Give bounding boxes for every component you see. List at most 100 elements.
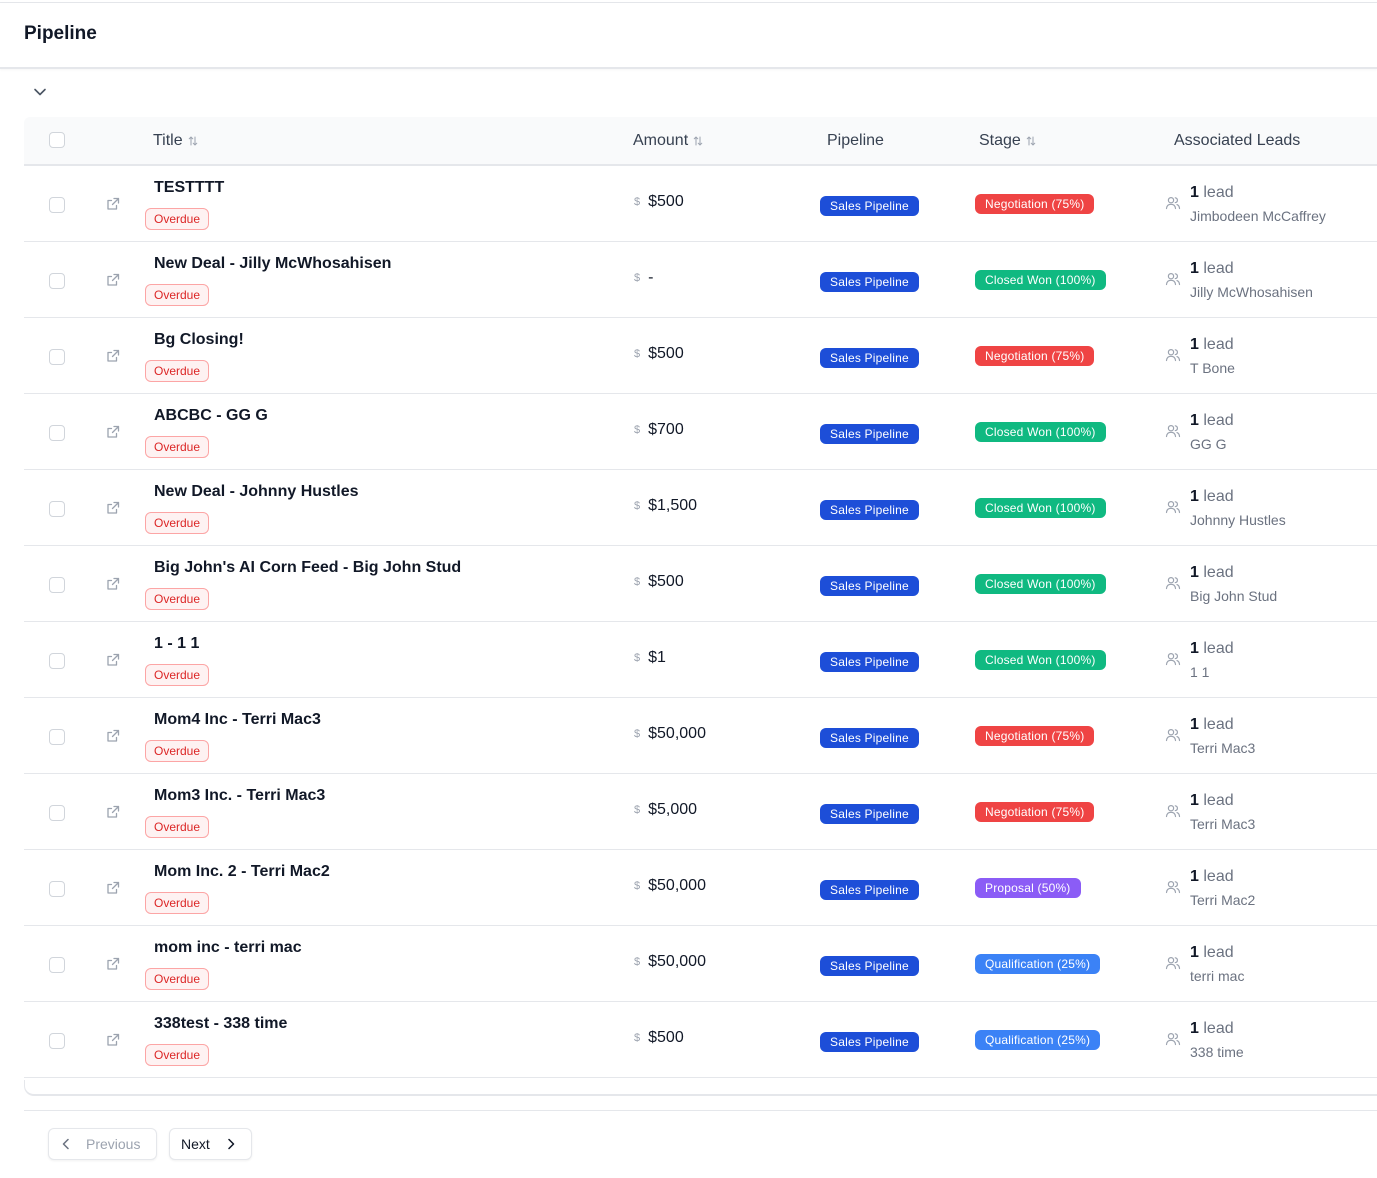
external-link-icon[interactable] <box>104 1031 122 1049</box>
table-row[interactable]: New Deal - Jilly McWhosahisen Overdue $ - Sa… <box>24 242 1377 318</box>
table-row[interactable]: Mom4 Inc - Terri Mac3 Overdue $ $50,000 Sale… <box>24 698 1377 774</box>
table-row[interactable]: Mom3 Inc. - Terri Mac3 Overdue $ $5,000 Sale… <box>24 774 1377 850</box>
row-select-checkbox[interactable] <box>49 805 65 821</box>
external-link-icon[interactable] <box>104 499 122 517</box>
lead-count: 1 lead <box>1190 488 1234 506</box>
previous-page-button[interactable]: Previous <box>48 1128 157 1160</box>
external-link-icon[interactable] <box>104 195 122 213</box>
top-border <box>0 2 1377 3</box>
pipeline-badge: Sales Pipeline <box>820 500 919 520</box>
external-link-icon[interactable] <box>104 955 122 973</box>
external-link-icon[interactable] <box>104 575 122 593</box>
column-header-amount[interactable]: Amount <box>633 117 703 164</box>
amount-value: $500 <box>648 345 684 362</box>
deal-title[interactable]: ABCBC - GG G <box>154 407 268 424</box>
deal-amount: $ $50,000 <box>634 877 706 895</box>
select-all-checkbox[interactable] <box>49 132 65 148</box>
external-link-icon[interactable] <box>104 803 122 821</box>
external-link-icon[interactable] <box>104 271 122 289</box>
users-icon <box>1165 195 1181 216</box>
lead-count-number: 1 <box>1190 488 1199 505</box>
pipeline-badge: Sales Pipeline <box>820 424 919 444</box>
row-select-checkbox[interactable] <box>49 273 65 289</box>
stage-badge: Negotiation (75%) <box>975 194 1095 214</box>
deal-title[interactable]: 338test - 338 time <box>154 1015 288 1032</box>
pipeline-badge: Sales Pipeline <box>820 728 919 748</box>
deal-title[interactable]: New Deal - Johnny Hustles <box>154 483 359 500</box>
row-select-checkbox[interactable] <box>49 577 65 593</box>
column-stage-label: Stage <box>979 131 1021 149</box>
pipeline-badge: Sales Pipeline <box>820 956 919 976</box>
table-row[interactable]: Mom Inc. 2 - Terri Mac2 Overdue $ $50,000 Sa… <box>24 850 1377 926</box>
column-amount-label: Amount <box>633 131 689 149</box>
lead-count-word: lead <box>1203 412 1234 429</box>
overdue-badge: Overdue <box>145 284 210 306</box>
external-link-icon[interactable] <box>104 423 122 441</box>
deal-title[interactable]: Big John's AI Corn Feed - Big John Stud <box>154 559 462 576</box>
deal-title[interactable]: TESTTTT <box>154 179 225 196</box>
overdue-badge: Overdue <box>145 360 210 382</box>
lead-count-number: 1 <box>1190 336 1199 353</box>
lead-count: 1 lead <box>1190 260 1234 278</box>
table-row[interactable]: Bg Closing! Overdue $ $500 Sales Pipeline Neg… <box>24 318 1377 394</box>
row-select-checkbox[interactable] <box>49 653 65 669</box>
dollar-icon: $ <box>634 804 641 816</box>
lead-count-number: 1 <box>1190 564 1199 581</box>
lead-name: Jimbodeen McCaffrey <box>1190 208 1326 224</box>
external-link-icon[interactable] <box>104 347 122 365</box>
lead-count-word: lead <box>1203 488 1234 505</box>
stage-badge: Proposal (50%) <box>975 878 1081 898</box>
overdue-badge: Overdue <box>145 208 210 230</box>
lead-count-number: 1 <box>1190 184 1199 201</box>
external-link-icon[interactable] <box>104 651 122 669</box>
lead-name: Terri Mac3 <box>1190 816 1256 832</box>
deal-title[interactable]: Mom3 Inc. - Terri Mac3 <box>154 787 326 804</box>
lead-count: 1 lead <box>1190 1020 1234 1038</box>
stage-badge: Closed Won (100%) <box>975 574 1106 594</box>
deal-title[interactable]: Mom4 Inc - Terri Mac3 <box>154 711 321 728</box>
row-select-checkbox[interactable] <box>49 881 65 897</box>
table-row[interactable]: New Deal - Johnny Hustles Overdue $ $1,500 S… <box>24 470 1377 546</box>
deal-title[interactable]: New Deal - Jilly McWhosahisen <box>154 255 392 272</box>
table-scroll-edge <box>24 1080 1377 1096</box>
row-select-checkbox[interactable] <box>49 1033 65 1049</box>
deal-title[interactable]: mom inc - terri mac <box>154 939 302 956</box>
table-row[interactable]: ABCBC - GG G Overdue $ $700 Sales Pipeline Cl… <box>24 394 1377 470</box>
deal-title[interactable]: Bg Closing! <box>154 331 244 348</box>
column-header-title[interactable]: Title <box>153 117 198 164</box>
table-row[interactable]: 338test - 338 time Overdue $ $500 Sales Pipe… <box>24 1002 1377 1078</box>
row-select-checkbox[interactable] <box>49 425 65 441</box>
amount-value: $500 <box>648 1029 684 1046</box>
deal-title[interactable]: Mom Inc. 2 - Terri Mac2 <box>154 863 330 880</box>
row-select-checkbox[interactable] <box>49 501 65 517</box>
lead-name: Big John Stud <box>1190 588 1278 604</box>
collapse-toggle-button[interactable] <box>30 82 50 102</box>
pipeline-badge: Sales Pipeline <box>820 880 919 900</box>
stage-badge: Closed Won (100%) <box>975 270 1106 290</box>
amount-value: $50,000 <box>648 725 706 742</box>
row-select-checkbox[interactable] <box>49 197 65 213</box>
users-icon <box>1165 879 1181 900</box>
row-select-checkbox[interactable] <box>49 349 65 365</box>
table-row[interactable]: TESTTTT Overdue $ $500 Sales Pipeline Negotia… <box>24 166 1377 242</box>
lead-count-number: 1 <box>1190 716 1199 733</box>
row-select-checkbox[interactable] <box>49 729 65 745</box>
users-icon <box>1165 1031 1181 1052</box>
lead-name: Johnny Hustles <box>1190 512 1286 528</box>
lead-name: Jilly McWhosahisen <box>1190 284 1313 300</box>
deal-title[interactable]: 1 - 1 1 <box>154 635 200 652</box>
next-page-button[interactable]: Next <box>169 1128 252 1160</box>
external-link-icon[interactable] <box>104 727 122 745</box>
table-row[interactable]: mom inc - terri mac Overdue $ $50,000 Sales … <box>24 926 1377 1002</box>
overdue-badge: Overdue <box>145 512 210 534</box>
table-row[interactable]: 1 - 1 1 Overdue $ $1 Sales Pipeline Closed Wo… <box>24 622 1377 698</box>
column-header-stage[interactable]: Stage <box>979 117 1036 164</box>
users-icon <box>1165 499 1181 520</box>
row-select-checkbox[interactable] <box>49 957 65 973</box>
external-link-icon[interactable] <box>104 879 122 897</box>
lead-count-word: lead <box>1203 868 1234 885</box>
deal-amount: $ $700 <box>634 421 684 439</box>
lead-count-word: lead <box>1203 336 1234 353</box>
amount-value: $50,000 <box>648 877 706 894</box>
table-row[interactable]: Big John's AI Corn Feed - Big John Stud O… <box>24 546 1377 622</box>
